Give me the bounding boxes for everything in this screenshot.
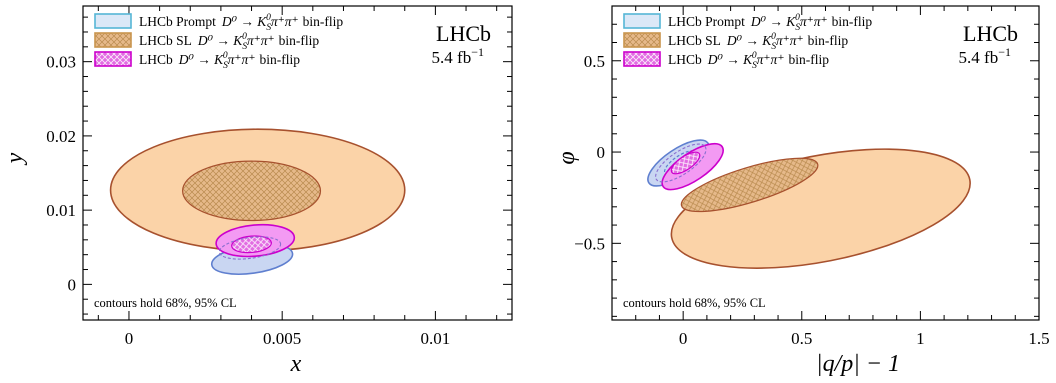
contour-lhcb-sl-68 — [183, 161, 321, 220]
legend-entry: LHCb Prompt D⁰ → KS0π⁺π⁺ bin-flip — [624, 13, 872, 33]
legend-label: LHCb Prompt D⁰ → KS0π⁺π⁺ bin-flip — [668, 13, 872, 33]
legend-lhcb: LHCb Prompt — [668, 14, 745, 29]
x-tick-label: 0.005 — [263, 329, 301, 348]
legend-swatch — [624, 14, 660, 28]
legend-suffix: bin-flip — [832, 14, 873, 29]
legend-label: LHCb SL D⁰ → KS0π⁺π⁺ bin-flip — [139, 32, 319, 52]
legend-pions: π⁺π⁺ — [247, 33, 275, 48]
legend-suffix: bin-flip — [788, 52, 829, 67]
experiment-label: LHCb — [436, 21, 491, 46]
legend-swatch — [624, 33, 660, 47]
legend-label: LHCb D⁰ → KS0π⁺π⁺ bin-flip — [668, 51, 829, 71]
legend-pions: π⁺π⁺ — [800, 14, 828, 29]
legend-swatch — [95, 52, 131, 66]
legend-lhcb: LHCb SL — [668, 33, 721, 48]
legend-pions: π⁺π⁺ — [757, 52, 785, 67]
y-tick-label: 0.02 — [46, 127, 76, 146]
legend-decay: D⁰ → K — [221, 14, 267, 29]
x-tick-label: 0 — [679, 329, 688, 348]
legend-entry: LHCb SL D⁰ → KS0π⁺π⁺ bin-flip — [95, 32, 319, 52]
legend-lhcb: LHCb — [668, 52, 702, 67]
contour-layer — [111, 129, 405, 279]
y-tick-label: 0.01 — [46, 201, 76, 220]
panel-1: 0 0.005 0.01 0 0.01 0.02 0.03 x y LHCb Prompt D⁰ →… — [2, 6, 512, 377]
x-axis-label: |q/p| − 1 — [816, 351, 900, 377]
y-tick-label: −0.5 — [574, 234, 605, 253]
x-tick-label: 0.5 — [791, 329, 812, 348]
legend-entry: LHCb D⁰ → KS0π⁺π⁺ bin-flip — [624, 51, 829, 71]
legend-label: LHCb D⁰ → KS0π⁺π⁺ bin-flip — [139, 51, 300, 71]
legend-swatch — [95, 33, 131, 47]
legend-entry: LHCb D⁰ → KS0π⁺π⁺ bin-flip — [95, 51, 300, 71]
legend-swatch — [624, 52, 660, 66]
luminosity-value: 5.4 fb — [959, 48, 999, 67]
legend-lhcb: LHCb Prompt — [139, 14, 216, 29]
y-axis-label: y — [2, 152, 28, 165]
legend-decay: D⁰ → K — [707, 52, 753, 67]
legend-swatch — [95, 14, 131, 28]
cl-note: contours hold 68%, 95% CL — [94, 296, 237, 310]
luminosity-exponent: −1 — [471, 45, 484, 59]
legend-decay: D⁰ → K — [197, 33, 243, 48]
y-tick-label: 0.03 — [46, 53, 76, 72]
y-axis-label: φ — [554, 151, 580, 164]
legend-suffix: bin-flip — [279, 33, 320, 48]
contour-layer — [641, 128, 980, 290]
legend-entry: LHCb SL D⁰ → KS0π⁺π⁺ bin-flip — [624, 32, 848, 52]
legend-decay: D⁰ → K — [178, 52, 224, 67]
y-tick-label: 0 — [597, 143, 606, 162]
luminosity-label: 5.4 fb−1 — [432, 45, 484, 67]
y-tick-label: 0.5 — [584, 52, 605, 71]
luminosity-value: 5.4 fb — [432, 48, 472, 67]
legend-decay: D⁰ → K — [750, 14, 796, 29]
legend-label: LHCb Prompt D⁰ → KS0π⁺π⁺ bin-flip — [139, 13, 343, 33]
legend-pions: π⁺π⁺ — [776, 33, 804, 48]
legend-suffix: bin-flip — [303, 14, 344, 29]
cl-note: contours hold 68%, 95% CL — [623, 296, 766, 310]
legend-suffix: bin-flip — [808, 33, 849, 48]
legend-pions: π⁺π⁺ — [271, 14, 299, 29]
x-tick-label: 1 — [916, 329, 925, 348]
legend-pions: π⁺π⁺ — [228, 52, 256, 67]
x-tick-label: 1.5 — [1028, 329, 1049, 348]
x-tick-label: 0 — [125, 329, 134, 348]
legend-lhcb: LHCb SL — [139, 33, 192, 48]
legend-suffix: bin-flip — [259, 52, 300, 67]
luminosity-label: 5.4 fb−1 — [959, 45, 1011, 67]
experiment-label: LHCb — [963, 21, 1018, 46]
legend-entry: LHCb Prompt D⁰ → KS0π⁺π⁺ bin-flip — [95, 13, 343, 33]
luminosity-exponent: −1 — [998, 45, 1011, 59]
x-tick-label: 0.01 — [421, 329, 451, 348]
legend-label: LHCb SL D⁰ → KS0π⁺π⁺ bin-flip — [668, 32, 848, 52]
y-tick-label: 0 — [68, 275, 77, 294]
x-axis-label: x — [290, 351, 302, 377]
legend-decay: D⁰ → K — [726, 33, 772, 48]
legend-lhcb: LHCb — [139, 52, 173, 67]
